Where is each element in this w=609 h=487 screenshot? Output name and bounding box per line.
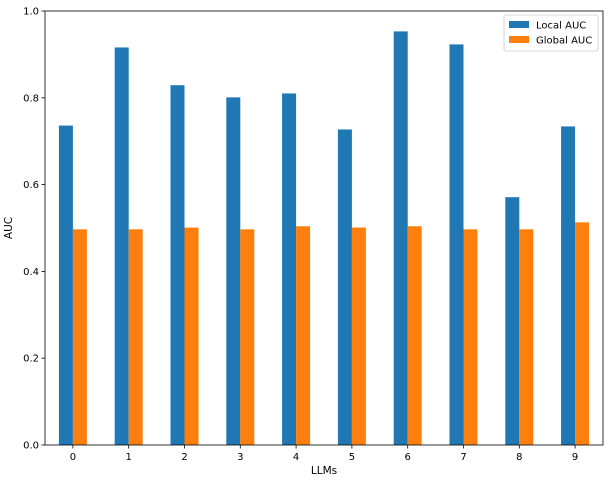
legend-swatch-global-auc xyxy=(509,36,529,43)
legend-label-local-auc: Local AUC xyxy=(536,21,586,32)
bar-local-auc-1 xyxy=(114,47,129,446)
bar-local-auc-9 xyxy=(561,126,576,445)
plot-frame xyxy=(44,10,604,446)
bar-global-auc-8 xyxy=(519,229,534,445)
x-tick-label-5: 5 xyxy=(349,452,355,463)
y-tick-label-4: 0.8 xyxy=(23,93,39,104)
bar-global-auc-0 xyxy=(72,229,87,445)
x-tick-label-6: 6 xyxy=(405,452,411,463)
bar-local-auc-2 xyxy=(170,85,185,446)
x-tick-label-9: 9 xyxy=(572,452,578,463)
bar-local-auc-4 xyxy=(282,93,297,446)
x-tick-label-4: 4 xyxy=(293,452,299,463)
x-tick-label-8: 8 xyxy=(516,452,522,463)
x-ticks: 0 1 2 3 4 5 6 7 8 9 xyxy=(70,445,578,463)
bar-local-auc-8 xyxy=(505,197,520,445)
bar-global-auc-5 xyxy=(351,227,366,445)
y-tick-label-5: 1.0 xyxy=(23,7,39,18)
x-tick-label-2: 2 xyxy=(181,452,187,463)
y-ticks: 0.0 0.2 0.4 0.6 0.8 1.0 xyxy=(23,7,45,452)
x-tick-label-1: 1 xyxy=(126,452,132,463)
bar-global-auc-4 xyxy=(296,226,311,445)
y-tick-label-2: 0.4 xyxy=(23,267,39,278)
bar-local-auc-7 xyxy=(449,44,464,445)
y-axis-label: AUC xyxy=(3,217,15,239)
x-tick-label-0: 0 xyxy=(70,452,76,463)
legend-label-global-auc: Global AUC xyxy=(536,36,592,47)
bars-layer xyxy=(58,31,590,446)
legend: Local AUC Global AUC xyxy=(503,14,599,52)
bar-local-auc-6 xyxy=(393,31,408,445)
y-tick-label-3: 0.6 xyxy=(23,180,39,191)
x-axis-label: LLMs xyxy=(311,465,337,477)
bar-local-auc-5 xyxy=(337,129,352,445)
y-tick-label-1: 0.2 xyxy=(23,354,39,365)
legend-swatch-local-auc xyxy=(509,21,529,28)
bar-local-auc-3 xyxy=(226,97,241,445)
y-tick-label-0: 0.0 xyxy=(23,441,39,452)
bar-global-auc-6 xyxy=(407,226,422,445)
x-tick-label-7: 7 xyxy=(460,452,466,463)
bar-global-auc-9 xyxy=(575,222,590,445)
bar-global-auc-2 xyxy=(184,227,199,445)
bar-global-auc-1 xyxy=(128,229,143,445)
x-tick-label-3: 3 xyxy=(237,452,243,463)
bar-local-auc-0 xyxy=(58,125,73,446)
bar-global-auc-3 xyxy=(240,229,255,445)
bar-global-auc-7 xyxy=(463,229,478,445)
